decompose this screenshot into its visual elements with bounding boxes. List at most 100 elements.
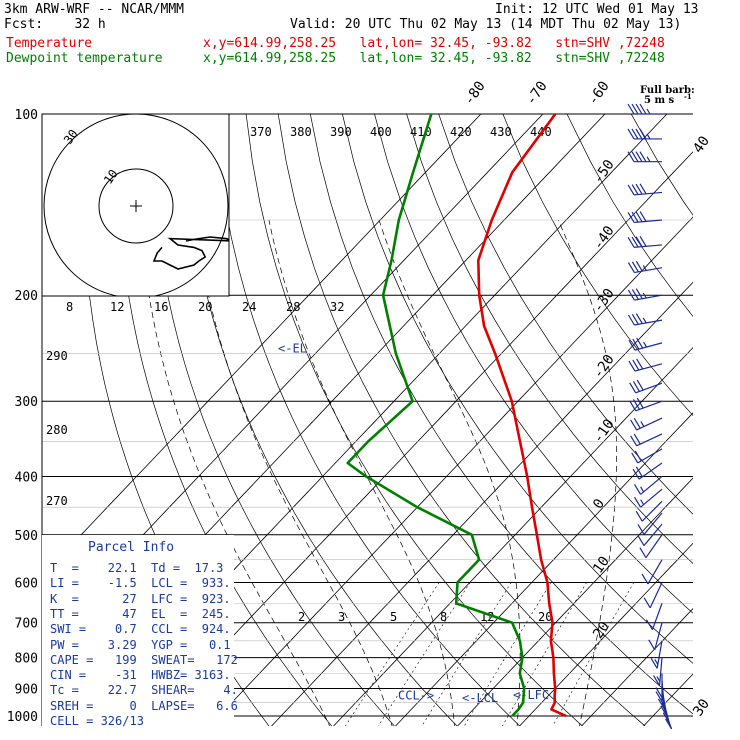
wind-barb (634, 475, 663, 495)
theta-e-label: 370 (250, 125, 272, 139)
barb-flag (634, 450, 642, 462)
wind-barb (627, 236, 663, 248)
wind-barb (627, 211, 663, 224)
theta-e-label: 380 (290, 125, 312, 139)
pressure-tick-label: 400 (15, 470, 38, 485)
barb-half (642, 292, 647, 299)
forecast-hour: Fcst: 32 h (4, 17, 106, 32)
dry-adiabat-label: 270 (46, 494, 68, 508)
wind-barb (627, 128, 662, 140)
barb-staff (634, 191, 663, 196)
barb-flag (628, 339, 636, 351)
barb-flag (653, 675, 661, 686)
barb-staff (634, 219, 663, 224)
level-marker: <-EL (278, 341, 307, 355)
mixing-ratio-label: 20 (538, 610, 552, 624)
barb-staff (638, 462, 663, 480)
temperature-station-info: x,y=614.99,258.25 lat,lon= 32.45, -93.82… (203, 36, 665, 51)
sounding-profiles (346, 114, 567, 718)
barb-flag (650, 658, 658, 669)
barb-staff (634, 342, 663, 351)
barb-flag (632, 468, 640, 480)
temperature-legend: Temperature (6, 36, 93, 51)
isotherm-label: -60 (585, 78, 613, 108)
dry-adiabat-label: 290 (46, 349, 68, 363)
barb-flag (627, 184, 635, 196)
barb-flag (632, 338, 640, 350)
barb-flag (639, 211, 647, 222)
wind-barb (661, 702, 673, 730)
barb-flag (639, 547, 647, 559)
barb-flag (639, 103, 647, 115)
isotherm-line (271, 281, 693, 726)
wind-barb (627, 151, 662, 163)
barb-flag (627, 151, 635, 162)
barb-flag (627, 237, 635, 248)
wind-barb (635, 500, 663, 522)
barb-flag (635, 313, 643, 324)
barb-flag (627, 314, 635, 326)
barb-staff (636, 433, 663, 447)
hodograph-ring-label: 10 (101, 167, 121, 187)
barb-staff (643, 523, 663, 546)
wind-barb (627, 103, 662, 115)
barb-staff (640, 488, 663, 508)
wind-barb (643, 582, 663, 609)
barb-flag (639, 183, 647, 195)
isotherm-label: 30 (690, 696, 713, 719)
isotherm-line (457, 477, 693, 726)
barb-flag (630, 435, 638, 447)
wind-barb (634, 488, 663, 508)
barb-flag (635, 103, 643, 115)
mixing-ratio-line (552, 582, 635, 726)
wind-barb (630, 417, 663, 431)
wind-barb (629, 397, 663, 412)
barb-staff (661, 702, 673, 730)
barb-flag (628, 360, 636, 372)
barb-staff (634, 294, 663, 301)
wind-barb (650, 640, 663, 669)
speed-axis-tick: 28 (286, 300, 300, 314)
mixing-ratio-label: 8 (440, 610, 447, 624)
barb-flag (631, 261, 639, 273)
barb-flag (631, 452, 639, 464)
barb-flag (635, 510, 643, 522)
level-marker: <-LFC (513, 688, 549, 702)
barb-staff (647, 559, 663, 585)
temperature-profile (476, 114, 567, 718)
isotherm-label: -20 (590, 352, 618, 382)
barb-legend-line1: Full barb: (640, 85, 695, 96)
barb-half (643, 341, 648, 348)
theta-e-label: 390 (330, 125, 352, 139)
parcel-info-row: SWI = 0.7 CCL = 924. (50, 622, 231, 637)
barb-flag (631, 289, 639, 300)
wind-barb (637, 523, 663, 546)
barb-flag (635, 466, 643, 478)
barb-flag (635, 151, 643, 162)
wind-barb (630, 433, 663, 447)
barb-half (640, 499, 645, 505)
barb-flag (627, 128, 635, 140)
level-marker: CCL-> (398, 688, 434, 702)
theta-e-label: 430 (490, 125, 512, 139)
pressure-tick-label: 100 (15, 108, 38, 123)
barb-staff (641, 500, 663, 522)
barb-staff (634, 319, 663, 326)
theta-e-label: 400 (370, 125, 392, 139)
pressure-tick-label: 200 (15, 289, 38, 304)
barb-half (656, 676, 661, 682)
mixing-ratio-line (502, 582, 587, 726)
barb-flag (632, 381, 640, 392)
mixing-ratio-label: 3 (338, 610, 345, 624)
wind-barb (627, 288, 663, 301)
dry-adiabat-line (149, 114, 395, 726)
barb-flag (645, 619, 653, 630)
parcel-info-row: LI = -1.5 LCL = 933. (50, 576, 231, 591)
wind-barbs (627, 103, 673, 730)
level-markers: <-EL CCL-> <-LCL <-LFC (42, 341, 549, 726)
speed-axis-tick: 24 (242, 300, 256, 314)
isotherm-label: 20 (590, 619, 613, 642)
wind-barb (627, 313, 663, 326)
barb-flag (635, 260, 643, 272)
